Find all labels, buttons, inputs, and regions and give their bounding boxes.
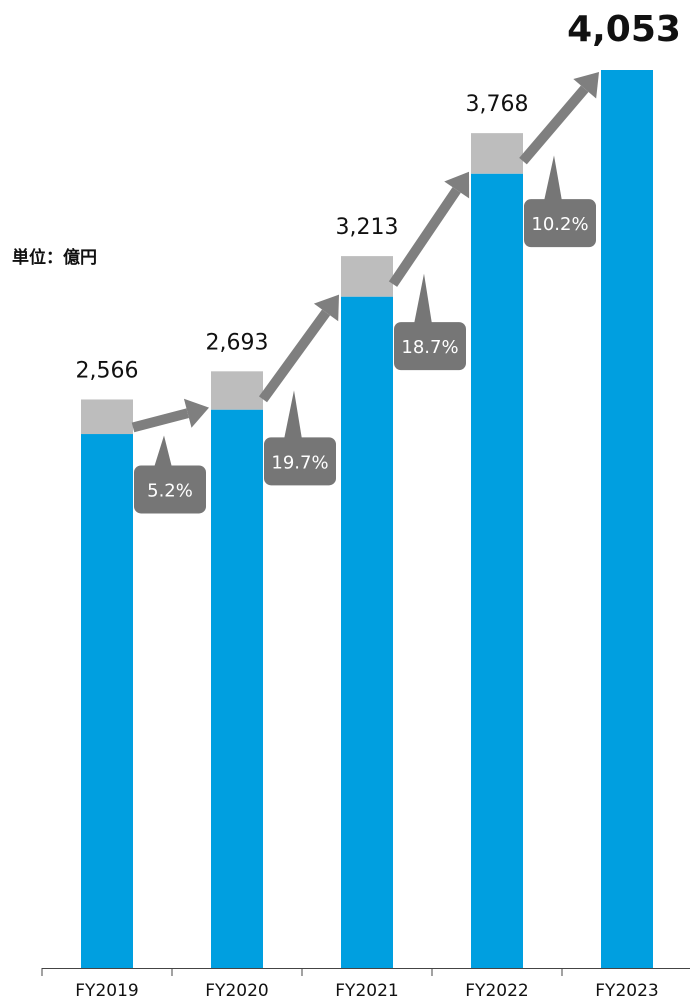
total-label-fy2023: 4,053 bbox=[567, 9, 681, 50]
growth-rate-label: 10.2% bbox=[531, 214, 588, 235]
growth-arrow-head bbox=[573, 72, 599, 99]
category-label-fy2021: FY2021 bbox=[335, 981, 398, 1001]
bar-top-segment-fy2019 bbox=[81, 399, 133, 435]
growth-callout-box bbox=[264, 437, 336, 486]
growth-callout-pointer bbox=[284, 390, 302, 440]
growth-callout-pointer bbox=[414, 273, 432, 325]
bar-fy2021 bbox=[341, 296, 393, 968]
growth-arrow-shaft bbox=[258, 309, 331, 403]
bar-fy2020 bbox=[211, 409, 263, 968]
total-label-fy2019: 2,566 bbox=[76, 358, 139, 383]
bar-fy2019 bbox=[81, 434, 133, 968]
growth-arrow-shaft bbox=[519, 85, 589, 165]
total-label-fy2021: 3,213 bbox=[336, 215, 399, 240]
bar-top-segment-fy2021 bbox=[341, 256, 393, 297]
bar-fy2023 bbox=[601, 70, 653, 968]
category-label-fy2020: FY2020 bbox=[205, 981, 268, 1001]
bar-top-segment-fy2020 bbox=[211, 371, 263, 410]
total-label-fy2020: 2,693 bbox=[206, 330, 269, 355]
category-label-fy2023: FY2023 bbox=[595, 981, 658, 1001]
growth-callout-pointer bbox=[154, 435, 172, 468]
growth-rate-label: 19.7% bbox=[271, 452, 328, 473]
growth-callout-box bbox=[134, 465, 206, 514]
growth-callout-pointer bbox=[544, 155, 562, 202]
growth-arrow-head bbox=[444, 171, 470, 199]
category-label-fy2019: FY2019 bbox=[75, 981, 138, 1001]
growth-arrow-head bbox=[313, 294, 339, 322]
category-label-fy2022: FY2022 bbox=[465, 981, 528, 1001]
unit-label: 単位：億円 bbox=[12, 248, 97, 268]
total-label-fy2022: 3,768 bbox=[466, 92, 529, 117]
growth-rate-label: 18.7% bbox=[401, 337, 458, 358]
growth-callout-box bbox=[524, 199, 596, 248]
growth-rate-label: 5.2% bbox=[147, 480, 193, 501]
growth-callout-box bbox=[394, 322, 466, 371]
growth-arrow-shaft bbox=[131, 408, 189, 433]
growth-arrow-shaft bbox=[388, 187, 461, 287]
bar-top-segment-fy2022 bbox=[471, 133, 523, 174]
bar-fy2022 bbox=[471, 173, 523, 968]
growth-arrow-head bbox=[183, 398, 209, 428]
